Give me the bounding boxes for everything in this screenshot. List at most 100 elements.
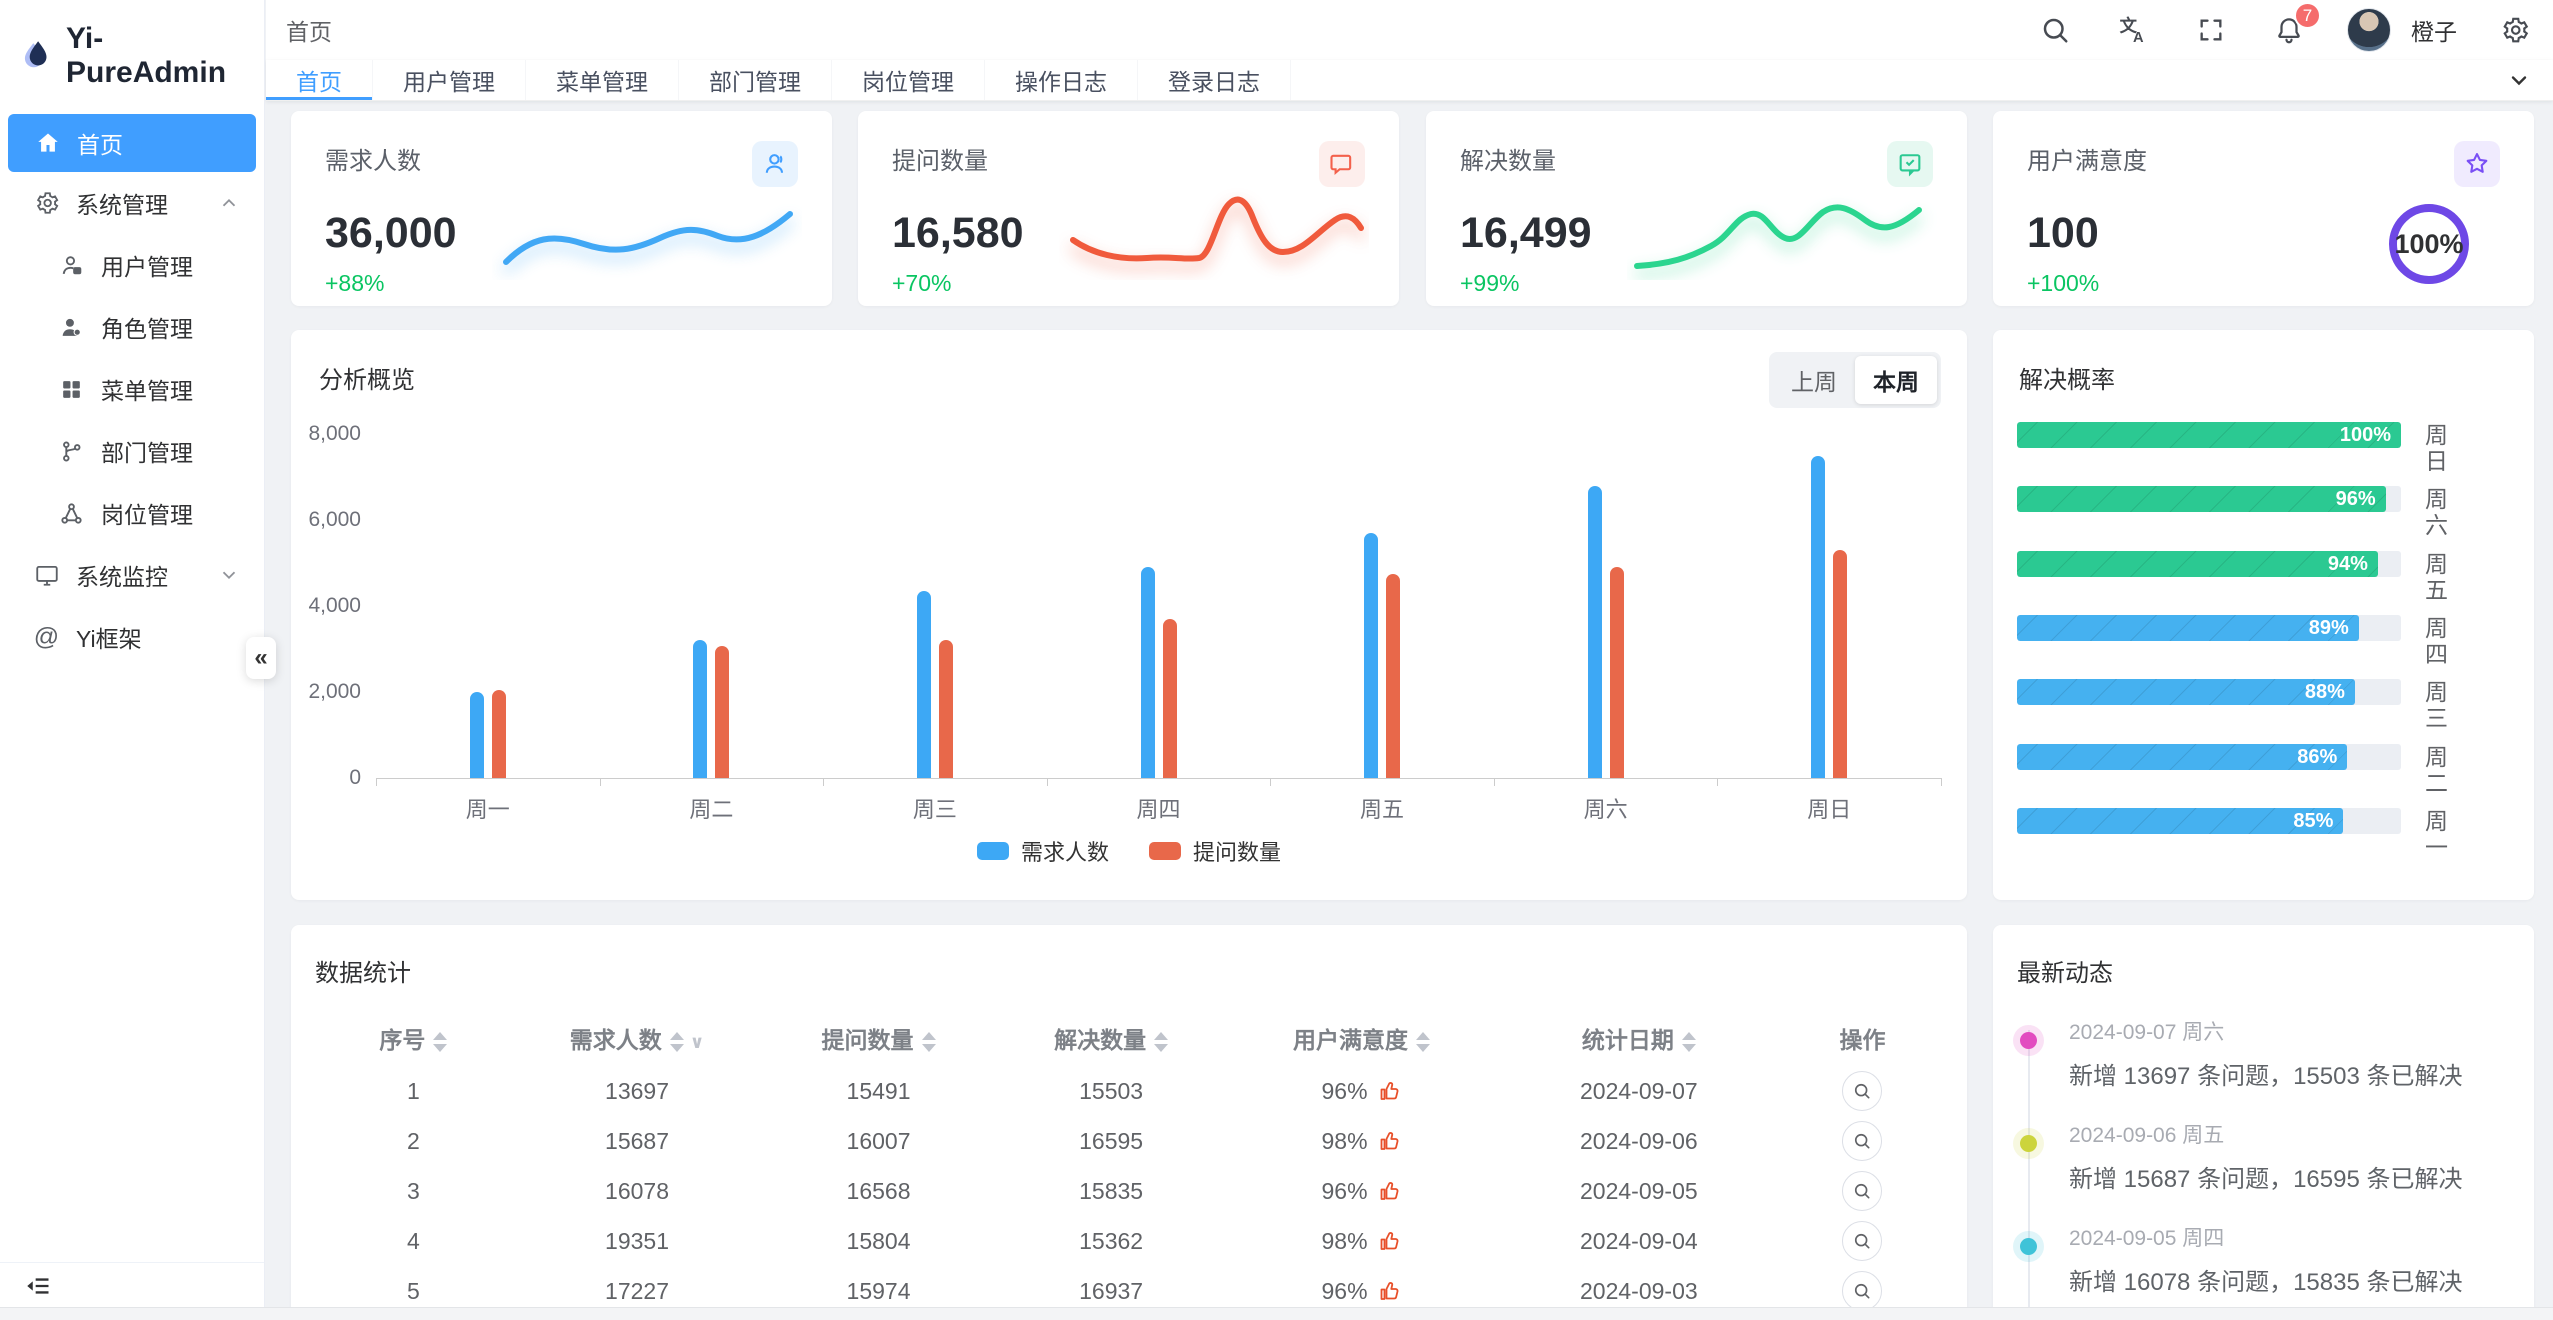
sort-desc-icon[interactable]	[1154, 1043, 1169, 1052]
sort-desc-icon[interactable]	[1681, 1043, 1696, 1052]
sidebar-collapse-button[interactable]: «	[246, 637, 276, 679]
table-row: 2 15687 16007 16595 98% 2024-09-06	[315, 1116, 1943, 1166]
tab-操作日志[interactable]: 操作日志	[985, 60, 1138, 100]
legend-item-提问数量[interactable]: 提问数量	[1149, 835, 1281, 867]
view-row-button[interactable]	[1842, 1221, 1883, 1261]
search-icon[interactable]	[2035, 10, 2075, 50]
sort-asc-icon[interactable]	[1681, 1031, 1696, 1040]
sidebar-group-system-admin[interactable]: 系统管理	[0, 172, 264, 234]
horizontal-scrollbar[interactable]	[0, 1307, 2553, 1320]
tab-岗位管理[interactable]: 岗位管理	[832, 60, 985, 100]
settings-gear-icon[interactable]	[2495, 10, 2535, 50]
view-row-button[interactable]	[1842, 1271, 1883, 1311]
column-header-序号[interactable]: 序号	[315, 1010, 512, 1066]
sort-carets-icon[interactable]	[921, 1031, 936, 1052]
sidebar-subitem-2[interactable]: 菜单管理	[0, 358, 264, 420]
sidebar-item-yi-framework[interactable]: @ Yi框架	[0, 606, 264, 668]
table-cell: 1	[407, 1077, 420, 1104]
sort-desc-icon[interactable]	[669, 1043, 684, 1052]
last-week-button[interactable]: 上周	[1791, 369, 1837, 395]
column-header-解决数量[interactable]: 解决数量	[995, 1010, 1228, 1066]
satisfaction-value: 96%	[1321, 1177, 1368, 1204]
tab-用户管理[interactable]: 用户管理	[373, 60, 526, 100]
y-axis-label: 6,000	[308, 508, 361, 531]
sort-asc-icon[interactable]	[1154, 1031, 1169, 1040]
x-axis-tick	[376, 778, 377, 786]
chevron-down-icon	[218, 564, 240, 586]
tab-菜单管理[interactable]: 菜单管理	[526, 60, 679, 100]
notification-bell-icon[interactable]: 7	[2269, 2, 2321, 50]
filter-chevron-icon[interactable]: ∨	[689, 1032, 705, 1052]
sidebar-subitem-1[interactable]: 角色管理	[0, 296, 264, 358]
analysis-title: 分析概览	[319, 367, 415, 394]
sort-desc-icon[interactable]	[1416, 1043, 1431, 1052]
sidebar-subitem-4[interactable]: 岗位管理	[0, 482, 264, 544]
this-week-button[interactable]: 本周	[1855, 356, 1937, 404]
bar-chart: 0 2,000 4,000 6,000 8,000 周一 周二 周三 周四 周五 周六 周日 需求人数 提…	[291, 330, 1967, 900]
stat-delta: +100%	[2027, 270, 2100, 296]
column-header-label: 用户满意度	[1293, 1027, 1409, 1053]
view-row-button[interactable]	[1842, 1171, 1883, 1211]
sidebar-group-label: 系统监控	[76, 564, 168, 590]
legend-item-需求人数[interactable]: 需求人数	[976, 835, 1109, 867]
sort-desc-icon[interactable]	[433, 1043, 448, 1052]
table-cell: 15491	[846, 1077, 911, 1104]
sidebar-item-home[interactable]: 首页	[8, 114, 256, 172]
view-row-button[interactable]	[1842, 1121, 1883, 1161]
svg-text:文: 文	[2120, 15, 2138, 35]
column-header-提问数量[interactable]: 提问数量	[762, 1010, 995, 1066]
sidebar-subitem-label: 角色管理	[101, 316, 193, 342]
grid-menu-icon	[58, 376, 85, 403]
sort-carets-icon[interactable]	[1416, 1031, 1431, 1052]
stat-delta: +70%	[892, 270, 952, 296]
column-header-用户满意度[interactable]: 用户满意度	[1227, 1010, 1495, 1066]
view-row-button[interactable]	[1842, 1071, 1883, 1111]
message-check-icon	[1887, 141, 1933, 187]
sort-asc-icon[interactable]	[433, 1031, 448, 1040]
data-statistics-card: 数据统计 序号 需求人数 ∨ 提问数量 解决数量 用户满意度 统计日期 操作 1 13697 15…	[291, 925, 1967, 1320]
satisfaction-value: 98%	[1321, 1127, 1368, 1154]
stat-title: 提问数量	[892, 148, 988, 175]
sort-carets-icon[interactable]	[433, 1031, 448, 1052]
week-toggle: 上周 本周	[1769, 352, 1941, 408]
table-cell: 3	[407, 1177, 420, 1204]
progress-fill: 88%	[2017, 679, 2355, 706]
bar-需求人数-周三	[916, 590, 931, 778]
progress-day-label: 周三	[2425, 679, 2448, 732]
sidebar-subitem-0[interactable]: 用户管理	[0, 234, 264, 296]
thumb-up-icon	[1378, 1079, 1402, 1103]
sort-carets-icon[interactable]	[1681, 1031, 1696, 1052]
sort-asc-icon[interactable]	[669, 1031, 684, 1040]
tab-部门管理[interactable]: 部门管理	[679, 60, 832, 100]
sidebar: Yi-PureAdmin 首页 系统管理 用户管理角色管理菜单管理 部门管理 岗位管…	[0, 0, 265, 1320]
sidebar-subitem-3[interactable]: 部门管理	[0, 420, 264, 482]
sort-carets-icon[interactable]	[1154, 1031, 1169, 1052]
tab-首页[interactable]: 首页	[266, 60, 373, 100]
tabs-menu-chevron-icon[interactable]	[2485, 60, 2553, 100]
menu-fold-icon[interactable]	[24, 1272, 52, 1300]
sidebar-group-system-monitor[interactable]: 系统监控	[0, 544, 264, 606]
column-header-需求人数[interactable]: 需求人数 ∨	[512, 1010, 762, 1066]
bar-提问数量-周三	[938, 640, 953, 778]
sort-asc-icon[interactable]	[1416, 1031, 1431, 1040]
sort-carets-icon[interactable]	[669, 1031, 684, 1052]
table-cell: 98%	[1227, 1116, 1495, 1166]
table-title: 数据统计	[315, 960, 411, 987]
legend-swatch	[976, 842, 1009, 860]
fullscreen-icon[interactable]	[2191, 10, 2231, 50]
timeline-dot	[2020, 1135, 2037, 1152]
sort-asc-icon[interactable]	[921, 1031, 936, 1040]
logo[interactable]: Yi-PureAdmin	[0, 0, 264, 110]
tab-登录日志[interactable]: 登录日志	[1138, 60, 1291, 100]
column-header-操作: 操作	[1782, 1010, 1943, 1066]
column-header-统计日期[interactable]: 统计日期	[1496, 1010, 1782, 1066]
satisfaction-cell: 98%	[1322, 1228, 1402, 1255]
activity-title: 最新动态	[2017, 960, 2113, 987]
bar-提问数量-周五	[1386, 573, 1401, 778]
sort-desc-icon[interactable]	[921, 1043, 936, 1052]
timeline-text: 新增 13697 条问题，15503 条已解决	[2069, 1063, 2463, 1090]
user-avatar[interactable]	[2347, 8, 2391, 52]
table-cell: 2024-09-04	[1580, 1227, 1698, 1254]
timeline-dot	[2020, 1238, 2037, 1255]
